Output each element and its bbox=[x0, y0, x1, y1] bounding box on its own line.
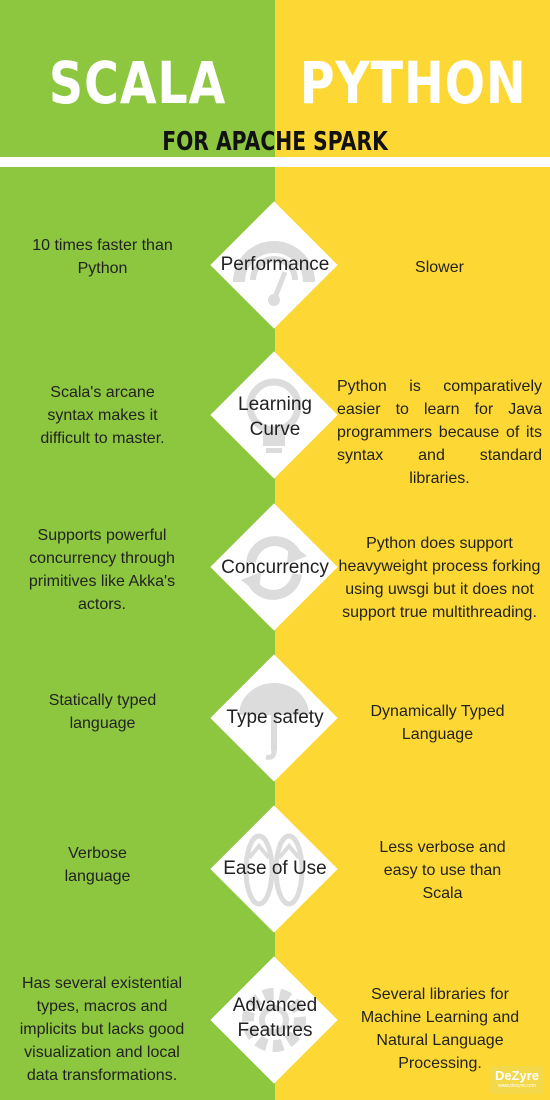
comparison-row-ease-of-use: Ease of Use Verbose language Less verbos… bbox=[0, 804, 550, 934]
scala-description: Scala's arcane syntax makes it difficult… bbox=[40, 384, 165, 447]
header-divider bbox=[0, 157, 550, 167]
python-description: Python is comparatively easier to learn … bbox=[337, 378, 542, 487]
logo-name: DeZyre bbox=[494, 1068, 540, 1083]
python-title: PYTHON bbox=[299, 49, 527, 117]
speedometer-icon bbox=[233, 241, 315, 306]
comparison-row-learning-curve: Learning Curve Scala's arcane syntax mak… bbox=[0, 350, 550, 487]
comparison-row-performance: Performance 10 times faster than Python … bbox=[0, 200, 550, 330]
scala-description: Verbose language bbox=[64, 845, 131, 885]
topic-label: Performance bbox=[220, 254, 330, 275]
comparison-row-type-safety: Type safety Statically typed language Dy… bbox=[0, 653, 550, 783]
topic-label: Ease of Use bbox=[223, 858, 327, 879]
subtitle: FOR APACHE SPARK bbox=[162, 127, 388, 157]
scala-description: Statically typed language bbox=[48, 692, 157, 732]
comparison-row-concurrency: Concurrency Supports powerful concurrenc… bbox=[0, 502, 550, 632]
scala-description: Has several existential types, macros an… bbox=[19, 975, 185, 1084]
umbrella-icon bbox=[239, 683, 309, 760]
scala-description: Supports powerful concurrency through pr… bbox=[28, 527, 176, 613]
topic-label: Advanced Features bbox=[232, 995, 318, 1041]
topic-label: Learning Curve bbox=[238, 394, 312, 440]
topic-label: Type safety bbox=[226, 707, 324, 728]
python-description: Python does support heavyweight process … bbox=[338, 535, 541, 621]
scala-description: 10 times faster than Python bbox=[32, 237, 173, 277]
gear-icon bbox=[242, 988, 306, 1052]
python-description: Less verbose and easy to use than Scala bbox=[379, 839, 506, 902]
dezyre-logo: DeZyre www.dezyre.com bbox=[490, 1066, 544, 1094]
python-description: Several libraries for Machine Learning a… bbox=[360, 986, 520, 1072]
lightbulb-icon bbox=[246, 378, 302, 453]
python-description: Slower bbox=[415, 259, 464, 276]
logo-tagline: www.dezyre.com bbox=[498, 1083, 536, 1089]
flip-flops-icon bbox=[243, 833, 305, 907]
topic-label: Concurrency bbox=[221, 557, 329, 578]
python-description: Dynamically Typed Language bbox=[370, 703, 505, 743]
scala-title: SCALA bbox=[48, 49, 227, 117]
comparison-row-advanced-features: Advanced Features Has several existentia… bbox=[0, 955, 550, 1085]
refresh-icon bbox=[241, 536, 307, 600]
